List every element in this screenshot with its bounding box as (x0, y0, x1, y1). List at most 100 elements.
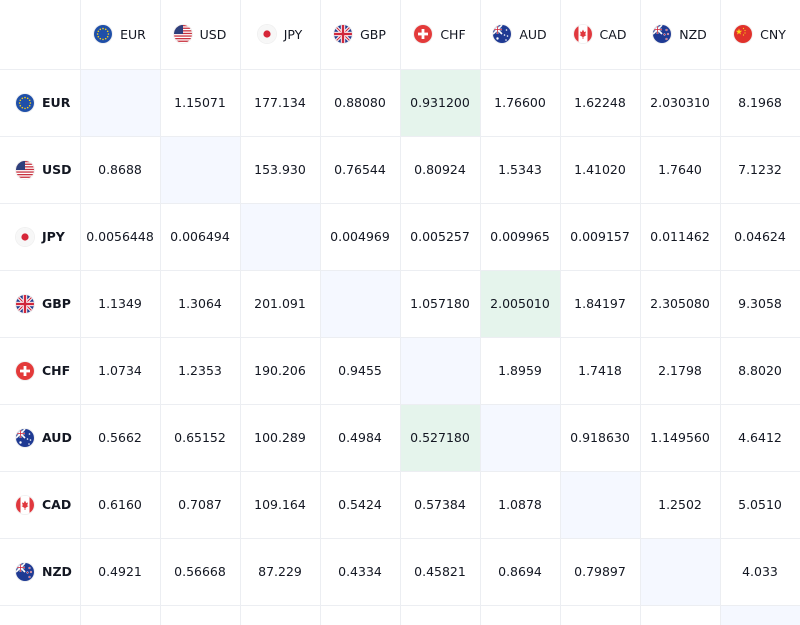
row-header-jpy[interactable]: JPY (0, 203, 81, 271)
row-header-usd[interactable]: USD (0, 136, 81, 204)
rate-cell-gbp-usd[interactable]: 1.3064 (160, 270, 241, 338)
rate-cell-jpy-gbp[interactable]: 0.004969 (320, 203, 401, 271)
truncated-cell (400, 605, 481, 625)
rate-cell-usd-eur[interactable]: 0.8688 (80, 136, 161, 204)
rate-cell-chf-jpy[interactable]: 190.206 (240, 337, 321, 405)
column-header-aud[interactable]: AUD (480, 0, 561, 70)
rate-cell-jpy-cny[interactable]: 0.04624 (720, 203, 800, 271)
rate-cell-aud-usd[interactable]: 0.65152 (160, 404, 241, 472)
rate-cell-cad-eur[interactable]: 0.6160 (80, 471, 161, 539)
rate-cell-gbp-chf[interactable]: 1.057180 (400, 270, 481, 338)
diagonal-cell (80, 69, 161, 137)
column-header-nzd[interactable]: NZD (640, 0, 721, 70)
rate-cell-nzd-chf[interactable]: 0.45821 (400, 538, 481, 606)
rate-cell-usd-nzd[interactable]: 1.7640 (640, 136, 721, 204)
rate-cell-chf-cny[interactable]: 8.8020 (720, 337, 800, 405)
rate-cell-aud-gbp[interactable]: 0.4984 (320, 404, 401, 472)
rate-cell-gbp-nzd[interactable]: 2.305080 (640, 270, 721, 338)
rate-cell-aud-cad[interactable]: 0.918630 (560, 404, 641, 472)
rate-cell-eur-usd[interactable]: 1.15071 (160, 69, 241, 137)
rate-cell-jpy-nzd[interactable]: 0.011462 (640, 203, 721, 271)
rate-cell-chf-nzd[interactable]: 2.1798 (640, 337, 721, 405)
rate-cell-nzd-cny[interactable]: 4.033 (720, 538, 800, 606)
rate-cell-cad-gbp[interactable]: 0.5424 (320, 471, 401, 539)
row-header-eur[interactable]: EUR (0, 69, 81, 137)
rate-cell-jpy-usd[interactable]: 0.006494 (160, 203, 241, 271)
column-header-eur[interactable]: EUR (80, 0, 161, 70)
rate-cell-cad-chf[interactable]: 0.57384 (400, 471, 481, 539)
rate-cell-aud-chf[interactable]: 0.527180 (400, 404, 481, 472)
ca-flag-icon (16, 495, 34, 514)
rate-cell-aud-jpy[interactable]: 100.289 (240, 404, 321, 472)
currency-code: EUR (42, 95, 71, 110)
rate-cell-nzd-aud[interactable]: 0.8694 (480, 538, 561, 606)
rate-cell-usd-gbp[interactable]: 0.76544 (320, 136, 401, 204)
rate-cell-gbp-jpy[interactable]: 201.091 (240, 270, 321, 338)
rate-cell-gbp-eur[interactable]: 1.1349 (80, 270, 161, 338)
row-header-content: NZD (0, 562, 80, 581)
rate-cell-aud-cny[interactable]: 4.6412 (720, 404, 800, 472)
rate-cell-chf-aud[interactable]: 1.8959 (480, 337, 561, 405)
truncated-cell (640, 605, 721, 625)
rate-cell-eur-cny[interactable]: 8.1968 (720, 69, 800, 137)
row-header-gbp[interactable]: GBP (0, 270, 81, 338)
eu-flag-icon (94, 25, 113, 44)
rate-cell-nzd-usd[interactable]: 0.56668 (160, 538, 241, 606)
rate-cell-usd-cny[interactable]: 7.1232 (720, 136, 800, 204)
truncated-cell (240, 605, 321, 625)
rate-cell-jpy-aud[interactable]: 0.009965 (480, 203, 561, 271)
row-header-nzd[interactable]: NZD (0, 538, 81, 606)
rate-cell-chf-eur[interactable]: 1.0734 (80, 337, 161, 405)
diagonal-cell (320, 270, 401, 338)
rate-cell-nzd-cad[interactable]: 0.79897 (560, 538, 641, 606)
truncated-cell (160, 605, 241, 625)
rate-cell-usd-chf[interactable]: 0.80924 (400, 136, 481, 204)
currency-code: USD (199, 26, 227, 42)
rate-cell-nzd-gbp[interactable]: 0.4334 (320, 538, 401, 606)
rate-cell-jpy-cad[interactable]: 0.009157 (560, 203, 641, 271)
truncated-cell (720, 605, 800, 625)
currency-code: USD (42, 162, 72, 177)
column-header-cad[interactable]: CAD (560, 0, 641, 70)
row-header-cad[interactable]: CAD (0, 471, 81, 539)
rate-cell-chf-usd[interactable]: 1.2353 (160, 337, 241, 405)
table-row-nzd: NZD 0.4921 0.56668 87.229 0.4334 0.45821 0.869… (0, 538, 800, 606)
column-header-usd[interactable]: USD (160, 0, 241, 70)
column-header-chf[interactable]: CHF (400, 0, 481, 70)
table-row-jpy: JPY 0.0056448 0.006494 0.004969 0.005257 0.00… (0, 203, 800, 271)
rate-cell-aud-eur[interactable]: 0.5662 (80, 404, 161, 472)
rate-cell-chf-cad[interactable]: 1.7418 (560, 337, 641, 405)
rate-cell-usd-jpy[interactable]: 153.930 (240, 136, 321, 204)
rate-cell-jpy-eur[interactable]: 0.0056448 (80, 203, 161, 271)
rate-cell-nzd-eur[interactable]: 0.4921 (80, 538, 161, 606)
row-header-chf[interactable]: CHF (0, 337, 81, 405)
rate-cell-eur-gbp[interactable]: 0.88080 (320, 69, 401, 137)
rate-cell-eur-cad[interactable]: 1.62248 (560, 69, 641, 137)
rate-cell-cad-jpy[interactable]: 109.164 (240, 471, 321, 539)
rate-cell-eur-aud[interactable]: 1.76600 (480, 69, 561, 137)
rate-cell-usd-aud[interactable]: 1.5343 (480, 136, 561, 204)
rate-cell-aud-nzd[interactable]: 1.149560 (640, 404, 721, 472)
rate-cell-cad-aud[interactable]: 1.0878 (480, 471, 561, 539)
currency-code: JPY (283, 26, 303, 42)
rate-cell-cad-usd[interactable]: 0.7087 (160, 471, 241, 539)
row-header-content: AUD (0, 428, 80, 447)
rate-cell-cad-nzd[interactable]: 1.2502 (640, 471, 721, 539)
rate-cell-cad-cny[interactable]: 5.0510 (720, 471, 800, 539)
currency-code: CAD (42, 497, 72, 512)
column-header-cny[interactable]: CNY (720, 0, 800, 70)
gb-flag-icon (16, 294, 34, 313)
rate-cell-eur-jpy[interactable]: 177.134 (240, 69, 321, 137)
rate-cell-eur-chf[interactable]: 0.931200 (400, 69, 481, 137)
row-header-aud[interactable]: AUD (0, 404, 81, 472)
rate-cell-gbp-aud[interactable]: 2.005010 (480, 270, 561, 338)
column-header-gbp[interactable]: GBP (320, 0, 401, 70)
rate-cell-usd-cad[interactable]: 1.41020 (560, 136, 641, 204)
rate-cell-chf-gbp[interactable]: 0.9455 (320, 337, 401, 405)
rate-cell-gbp-cad[interactable]: 1.84197 (560, 270, 641, 338)
rate-cell-eur-nzd[interactable]: 2.030310 (640, 69, 721, 137)
rate-cell-jpy-chf[interactable]: 0.005257 (400, 203, 481, 271)
rate-cell-nzd-jpy[interactable]: 87.229 (240, 538, 321, 606)
column-header-jpy[interactable]: JPY (240, 0, 321, 70)
rate-cell-gbp-cny[interactable]: 9.3058 (720, 270, 800, 338)
